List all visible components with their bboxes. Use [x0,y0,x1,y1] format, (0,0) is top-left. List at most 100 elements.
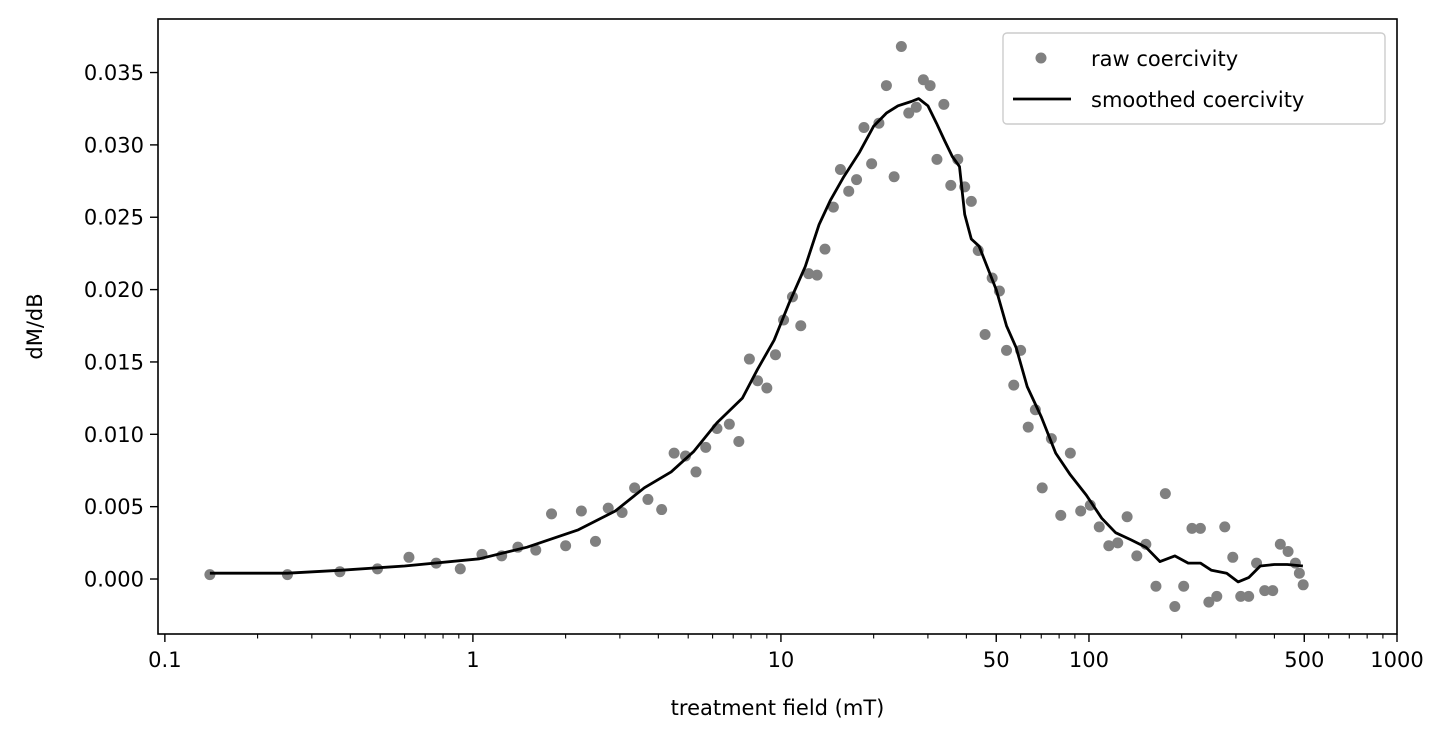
raw-coercivity-point [803,268,815,280]
raw-coercivity-point [819,243,831,255]
raw-coercivity-point [668,447,680,459]
raw-coercivity-point [1259,585,1271,597]
raw-coercivity-point [858,122,870,134]
raw-coercivity-point [1084,499,1096,511]
raw-coercivity-point [1178,580,1190,592]
raw-coercivity-point [761,382,773,394]
x-tick-label: 100 [1069,648,1109,672]
raw-coercivity-point [656,504,668,516]
x-tick-label: 0.1 [148,648,181,672]
raw-coercivity-point [629,482,641,494]
raw-coercivity-point [589,535,601,547]
raw-coercivity-point [938,98,950,110]
raw-coercivity-point [769,349,781,361]
x-tick-label: 10 [768,648,795,672]
raw-coercivity-point [827,201,839,213]
y-tick-label: 0.015 [84,350,144,374]
raw-coercivity-point [1297,579,1309,591]
raw-coercivity-point [873,117,885,129]
raw-coercivity-point [1001,344,1013,356]
raw-coercivity-point [530,544,542,556]
raw-coercivity-point [1235,590,1247,602]
x-tick-label: 500 [1284,648,1324,672]
raw-coercivity-point [546,508,558,520]
axes-frame [157,18,1398,635]
raw-coercivity-point [733,436,745,448]
raw-coercivity-point [1022,421,1034,433]
raw-coercivity-point [1211,590,1223,602]
raw-coercivity-point [903,107,915,119]
raw-coercivity-point [888,171,900,183]
raw-coercivity-point [1159,488,1171,500]
raw-coercivity-point [680,450,692,462]
y-tick-label: 0.030 [84,133,144,157]
raw-coercivity-point [1274,538,1286,550]
raw-coercivity-point [602,502,614,514]
raw-coercivity-point [979,328,991,340]
legend-marker-raw-coercivity [1035,52,1047,64]
raw-coercivity-point [1227,551,1239,563]
x-tick-label: 1 [466,648,479,672]
raw-coercivity-point [1169,601,1181,613]
raw-coercivity-point [945,179,957,191]
legend-label-raw-coercivity: raw coercivity [1091,47,1238,71]
raw-coercivity-point [834,163,846,175]
raw-coercivity-point [1055,509,1067,521]
raw-coercivity-point [454,563,466,575]
raw-coercivity-point [1293,567,1305,579]
raw-coercivity-point [743,353,755,365]
x-tick-label: 50 [983,648,1010,672]
raw-coercivity-point [1121,511,1133,523]
y-tick-label: 0.025 [84,206,144,230]
legend-box [1002,32,1386,125]
y-tick-label: 0.010 [84,423,144,447]
y-axis: 0.000 0.005 0.010 0.015 0.020 0.025 0.030 0.035 [84,61,158,592]
raw-coercivity-point [616,506,628,518]
raw-coercivity-point [811,269,823,281]
raw-coercivity-point [1267,585,1279,597]
raw-coercivity-point [642,493,654,505]
raw-coercivity-point [700,441,712,453]
raw-coercivity-point [843,185,855,197]
raw-coercivity-point [1131,550,1143,562]
raw-coercivity-point [1282,546,1294,558]
x-tick-label: 1000 [1370,648,1423,672]
raw-coercivity-point [1243,590,1255,602]
legend: raw coercivity smoothed coercivity [1002,32,1386,125]
raw-coercivity-point [281,569,293,581]
y-tick-label: 0.035 [84,61,144,85]
raw-coercivity-point [575,505,587,517]
raw-coercivity-point [1186,522,1198,534]
raw-coercivity-point [895,40,907,52]
raw-coercivity-point [965,195,977,207]
raw-coercivity-point [880,80,892,92]
smoothed-coercivity-line [209,97,1304,584]
raw-coercivity-point [1093,521,1105,533]
raw-coercivity-point [931,153,943,165]
raw-coercivity-point [1203,596,1215,608]
raw-coercivity-point [910,101,922,113]
x-axis-label: treatment field (mT) [671,696,885,720]
raw-coercivity-point [403,551,415,563]
raw-coercivity-point [851,174,863,186]
raw-coercivity-point [204,569,216,581]
raw-coercivity-point [752,375,764,387]
plot-area [204,40,1309,613]
raw-coercivity-point [924,80,936,92]
y-axis-label: dM/dB [23,293,47,359]
raw-coercivity-point [795,320,807,332]
raw-coercivity-point [1036,482,1048,494]
raw-coercivity-point [1064,447,1076,459]
raw-coercivity-point [1112,537,1124,549]
x-axis: 0.1 1 10 50 100 500 1000 [148,634,1424,672]
raw-coercivity-point [1194,522,1206,534]
raw-coercivity-point [1008,379,1020,391]
y-tick-label: 0.020 [84,278,144,302]
raw-coercivity-point [866,158,878,170]
raw-coercivity-point [723,418,735,430]
legend-label-smoothed-coercivity: smoothed coercivity [1091,88,1304,112]
raw-coercivity-point [1150,580,1162,592]
raw-coercivity-point [1103,540,1115,552]
y-tick-label: 0.005 [84,495,144,519]
